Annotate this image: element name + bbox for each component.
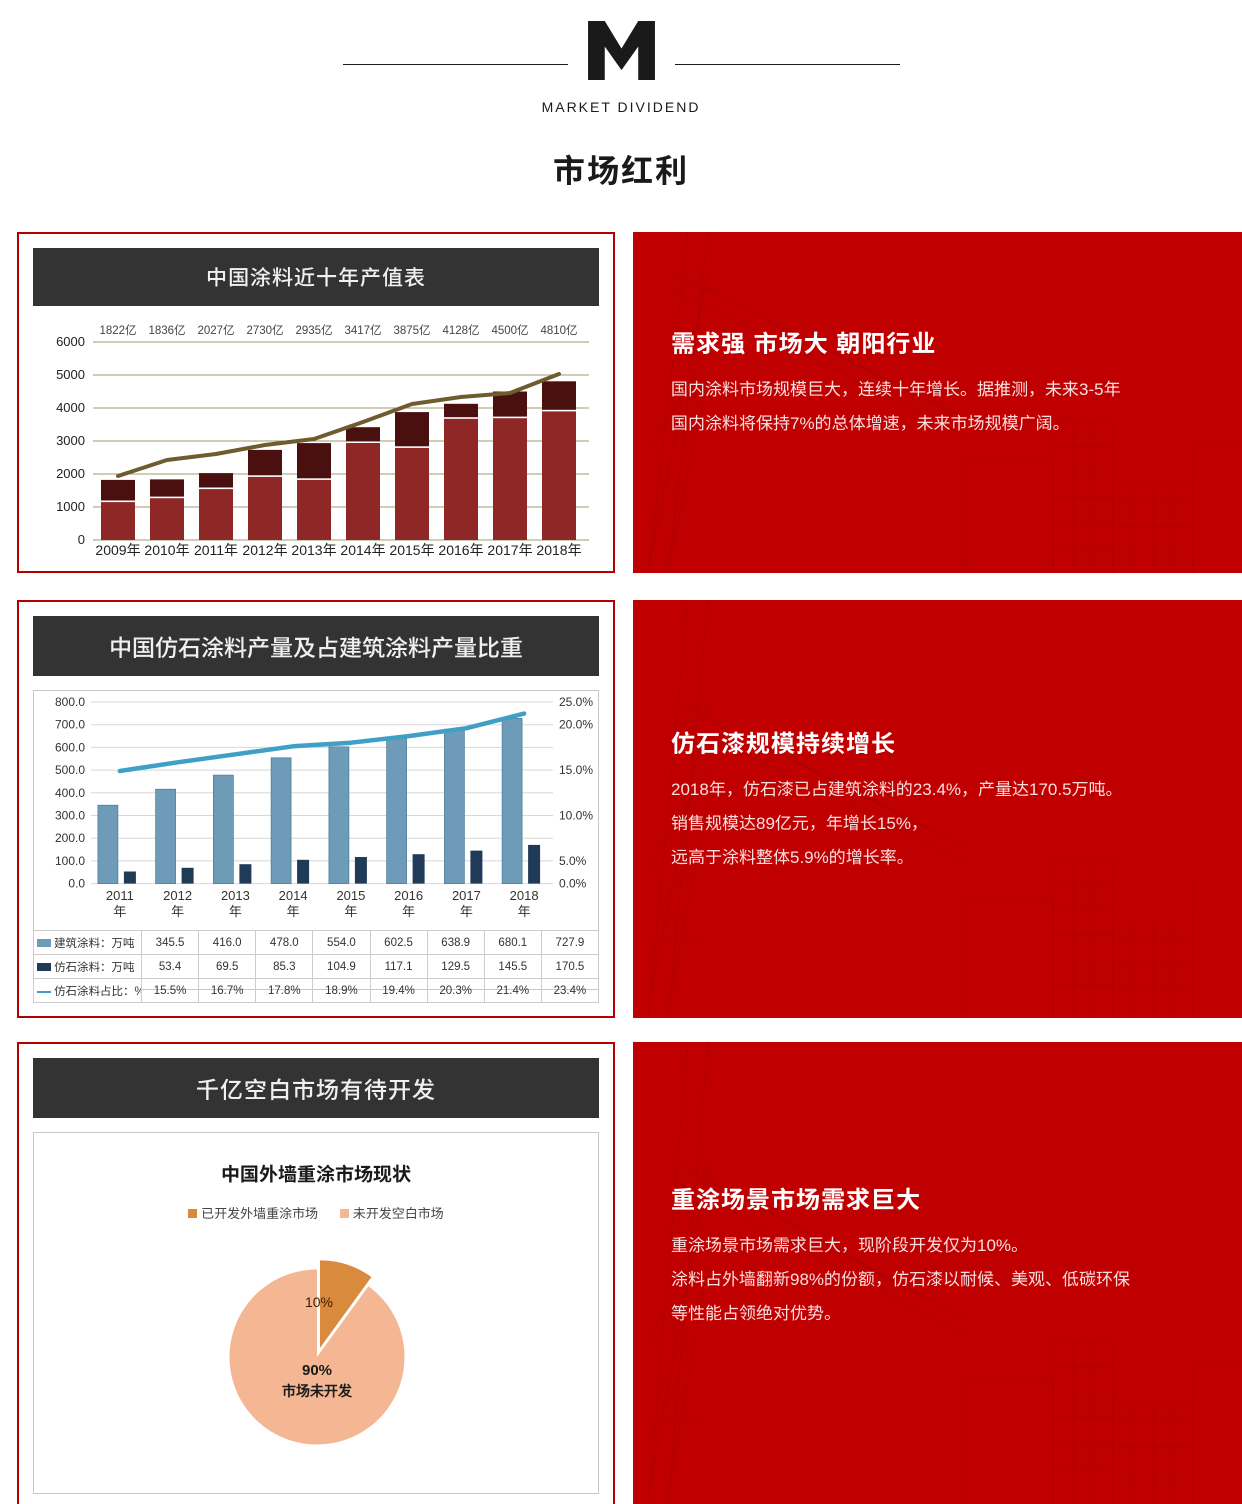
svg-text:年: 年: [113, 904, 126, 919]
svg-text:4128亿: 4128亿: [442, 324, 479, 337]
svg-text:2935亿: 2935亿: [295, 324, 332, 337]
svg-text:0: 0: [78, 532, 85, 547]
svg-text:2011年: 2011年: [194, 542, 238, 558]
svg-text:2000: 2000: [56, 466, 85, 481]
svg-text:3417亿: 3417亿: [344, 324, 381, 337]
svg-text:10.0%: 10.0%: [559, 809, 593, 823]
svg-text:4810亿: 4810亿: [540, 324, 577, 337]
svg-text:2012: 2012: [163, 888, 192, 903]
svg-text:2017: 2017: [452, 888, 481, 903]
svg-text:年: 年: [460, 904, 473, 919]
svg-text:800.0: 800.0: [55, 695, 85, 709]
svg-text:5000: 5000: [56, 367, 85, 382]
svg-text:90%: 90%: [302, 1362, 332, 1379]
svg-text:年: 年: [229, 904, 242, 919]
svg-text:500.0: 500.0: [55, 763, 85, 777]
svg-text:400.0: 400.0: [55, 786, 85, 800]
svg-text:年: 年: [287, 904, 300, 919]
svg-text:年: 年: [344, 904, 357, 919]
svg-text:4500亿: 4500亿: [491, 324, 528, 337]
svg-text:6000: 6000: [56, 334, 85, 349]
svg-text:1836亿: 1836亿: [148, 324, 185, 337]
svg-text:2011: 2011: [106, 888, 134, 903]
svg-text:10%: 10%: [305, 1294, 333, 1310]
svg-text:3875亿: 3875亿: [393, 324, 430, 337]
svg-text:2018: 2018: [510, 888, 539, 903]
svg-text:200.0: 200.0: [55, 831, 85, 845]
svg-text:2010年: 2010年: [144, 542, 189, 558]
svg-text:2015年: 2015年: [389, 542, 434, 558]
svg-text:20.0%: 20.0%: [559, 718, 593, 732]
svg-text:2017年: 2017年: [487, 542, 532, 558]
svg-text:2014年: 2014年: [340, 542, 385, 558]
svg-text:3000: 3000: [56, 433, 85, 448]
svg-text:市场未开发: 市场未开发: [282, 1383, 353, 1399]
svg-text:2014: 2014: [279, 888, 308, 903]
svg-text:1000: 1000: [56, 499, 85, 514]
svg-text:300.0: 300.0: [55, 809, 85, 823]
svg-text:15.0%: 15.0%: [559, 763, 593, 777]
svg-text:100.0: 100.0: [55, 854, 85, 868]
svg-text:2009年: 2009年: [95, 542, 140, 558]
svg-text:2027亿: 2027亿: [197, 324, 234, 337]
svg-text:600.0: 600.0: [55, 740, 85, 754]
svg-text:年: 年: [518, 904, 531, 919]
svg-text:25.0%: 25.0%: [559, 695, 593, 709]
svg-text:2016: 2016: [394, 888, 423, 903]
svg-text:0.0%: 0.0%: [559, 877, 587, 891]
svg-text:4000: 4000: [56, 400, 85, 415]
svg-text:年: 年: [171, 904, 184, 919]
svg-text:2018年: 2018年: [536, 542, 581, 558]
svg-text:700.0: 700.0: [55, 718, 85, 732]
svg-text:2015: 2015: [336, 888, 365, 903]
svg-text:0.0: 0.0: [68, 877, 85, 891]
svg-text:年: 年: [402, 904, 415, 919]
svg-text:5.0%: 5.0%: [559, 854, 587, 868]
svg-text:2013年: 2013年: [291, 542, 336, 558]
svg-text:2016年: 2016年: [438, 542, 483, 558]
svg-text:2012年: 2012年: [242, 542, 287, 558]
svg-text:1822亿: 1822亿: [99, 324, 136, 337]
svg-text:2730亿: 2730亿: [246, 324, 283, 337]
svg-text:2013: 2013: [221, 888, 250, 903]
